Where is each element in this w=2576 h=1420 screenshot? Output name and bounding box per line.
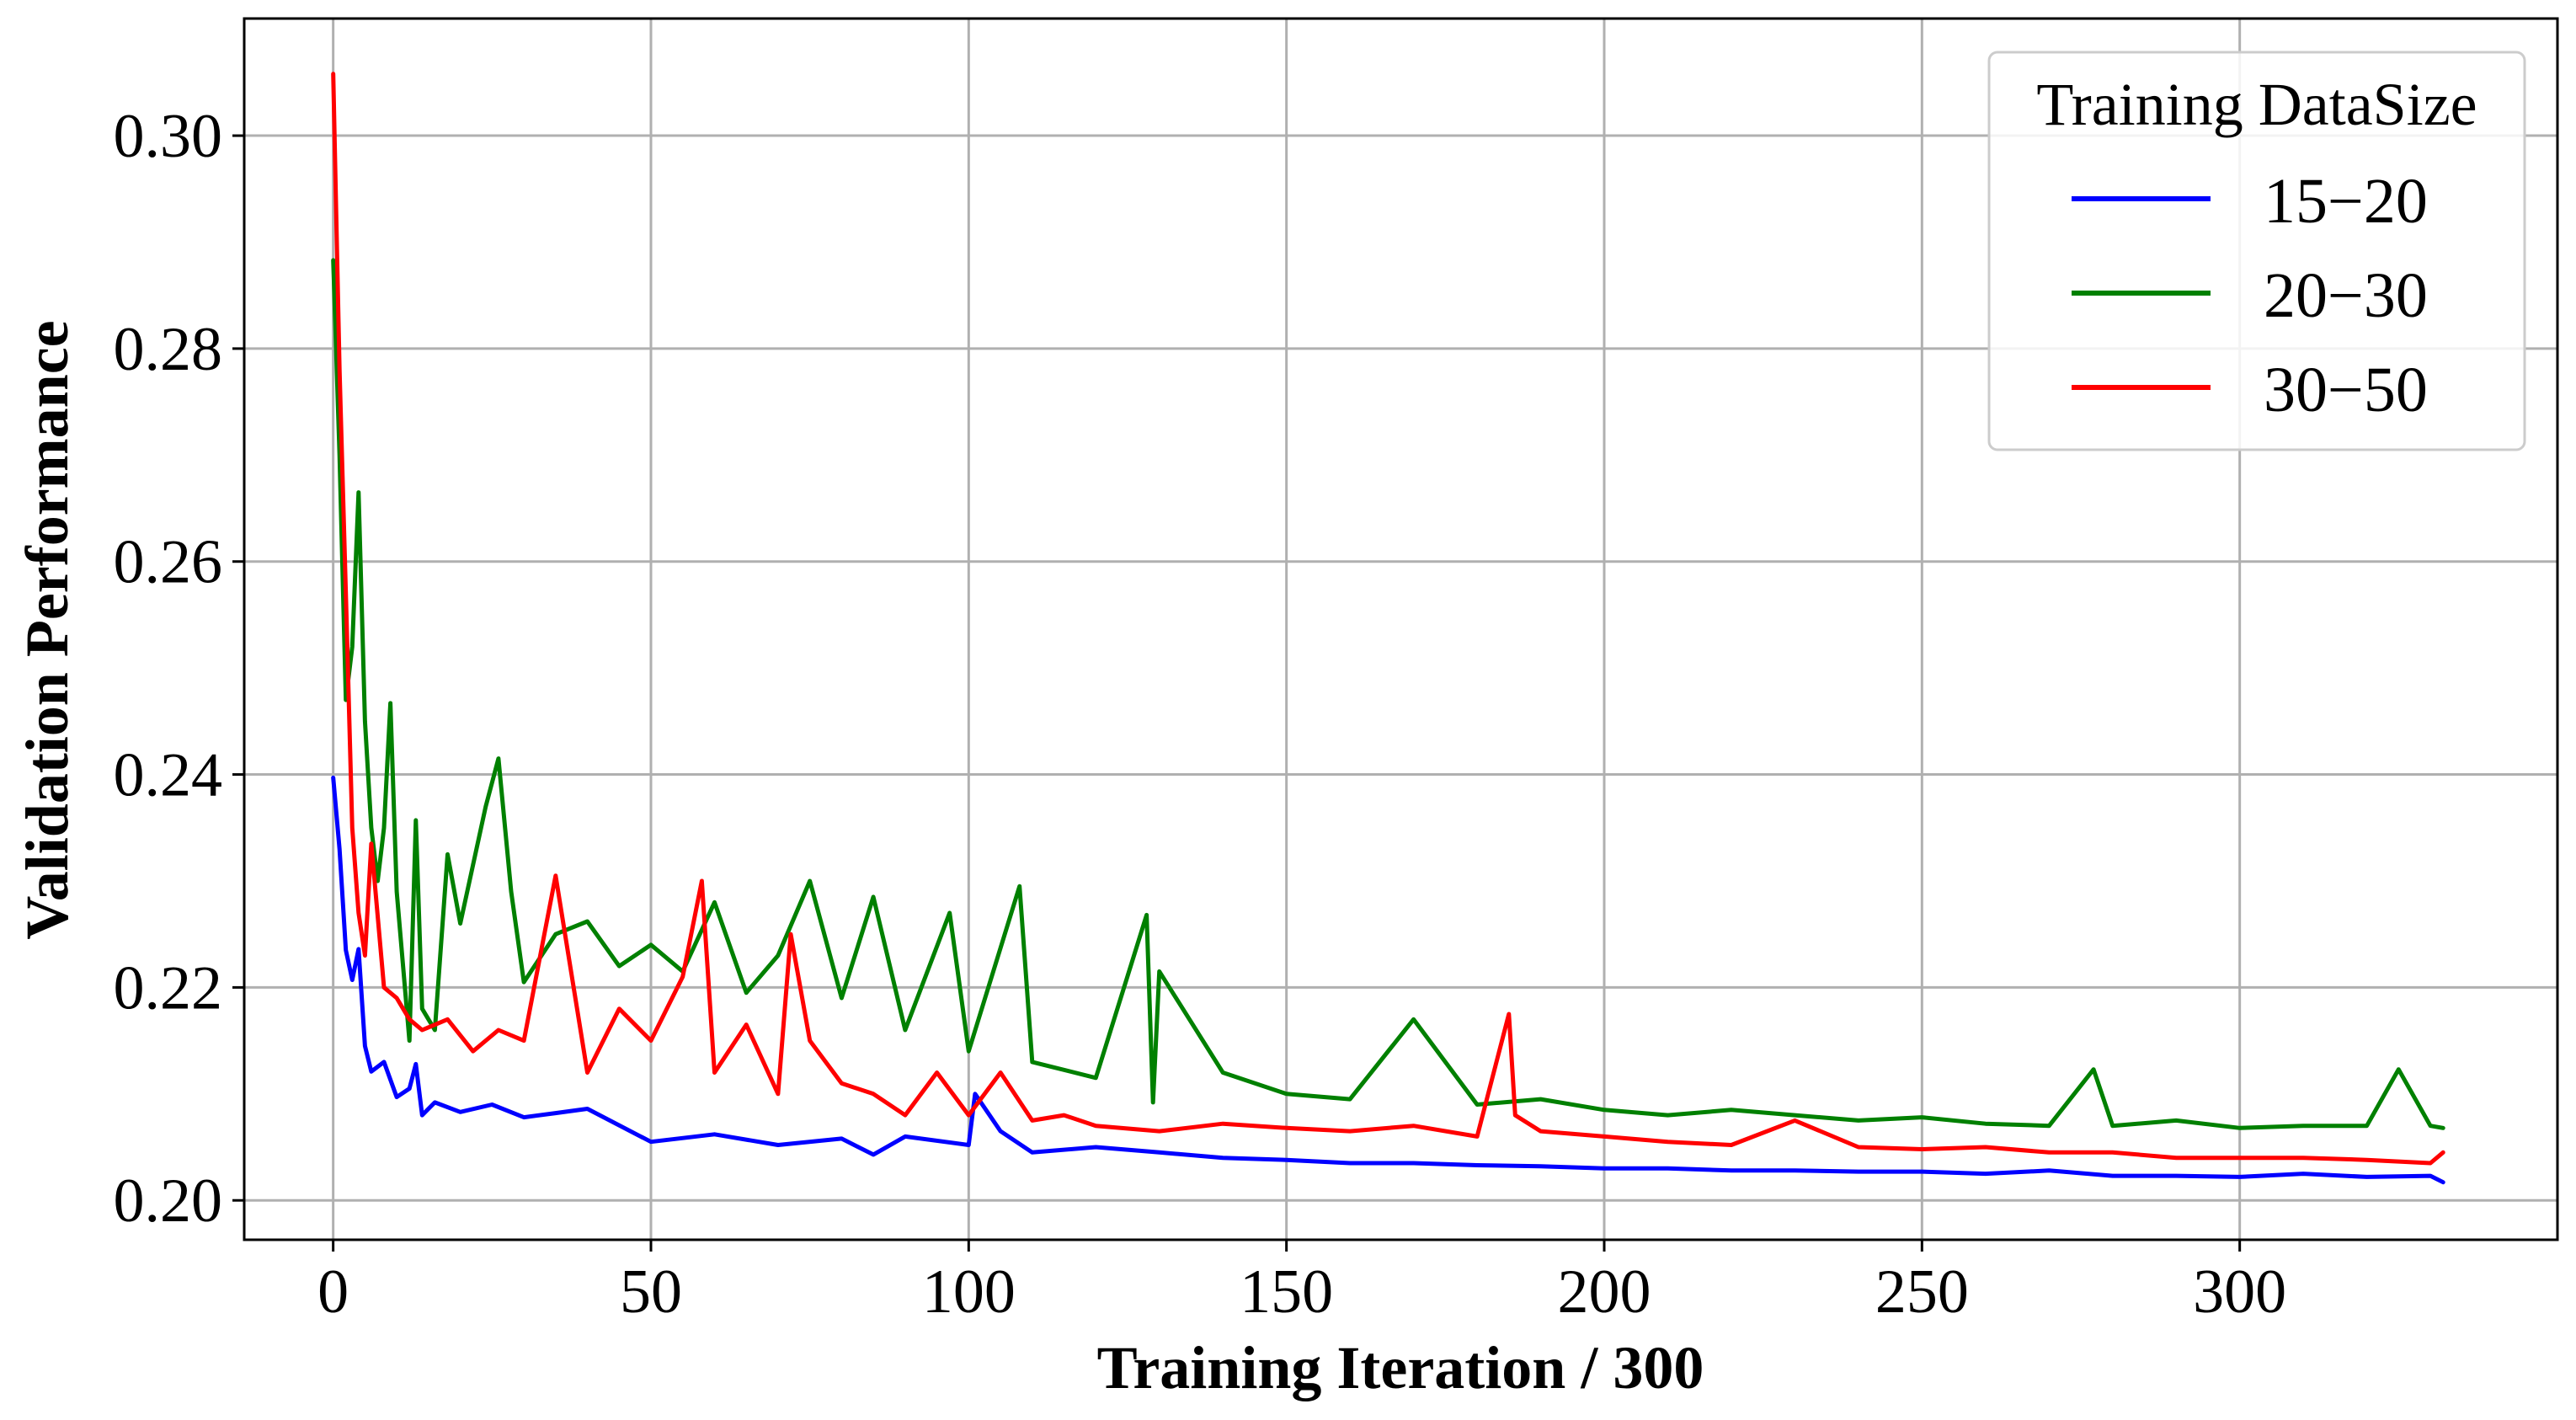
y-tick-label: 0.28: [114, 315, 223, 384]
legend: Training DataSize 15−20 20−30 30−50: [1987, 51, 2526, 451]
x-tick-label: 200: [1557, 1257, 1651, 1327]
y-tick-labels: 0.20 0.22 0.24 0.26 0.28 0.30: [114, 102, 223, 1236]
series-line-1: [331, 775, 2445, 1185]
x-tick-label: 100: [922, 1257, 1016, 1327]
x-axis-title: Training Iteration / 300: [1097, 1334, 1704, 1401]
legend-title: Training DataSize: [2036, 71, 2477, 138]
legend-box: [1987, 51, 2526, 451]
plot-area-frame: [243, 17, 2559, 1241]
y-tick-label: 0.26: [114, 528, 223, 597]
y-axis-title: Validation Performance: [13, 320, 81, 939]
axis-ticks: [232, 134, 2242, 1252]
series-layer: [331, 72, 2445, 1185]
x-tick-label: 150: [1240, 1257, 1333, 1327]
x-tick-label: 0: [317, 1257, 349, 1327]
y-tick-label: 0.24: [114, 741, 223, 810]
y-tick-label: 0.22: [114, 953, 223, 1022]
series-line-2: [331, 258, 2445, 1130]
series-line-3: [331, 72, 2445, 1166]
legend-entries: 15−20 20−30 30−50: [2072, 166, 2428, 425]
y-tick-label: 0.20: [114, 1166, 223, 1236]
y-tick-label: 0.30: [114, 102, 223, 171]
legend-label: 30−50: [2264, 355, 2428, 425]
x-tick-label: 300: [2193, 1257, 2286, 1327]
x-tick-label: 250: [1875, 1257, 1969, 1327]
legend-label: 20−30: [2264, 260, 2428, 331]
x-tick-label: 50: [620, 1257, 682, 1327]
x-tick-labels: 0 50 100 150 200 250 300: [317, 1257, 2286, 1327]
legend-label: 15−20: [2264, 166, 2428, 237]
